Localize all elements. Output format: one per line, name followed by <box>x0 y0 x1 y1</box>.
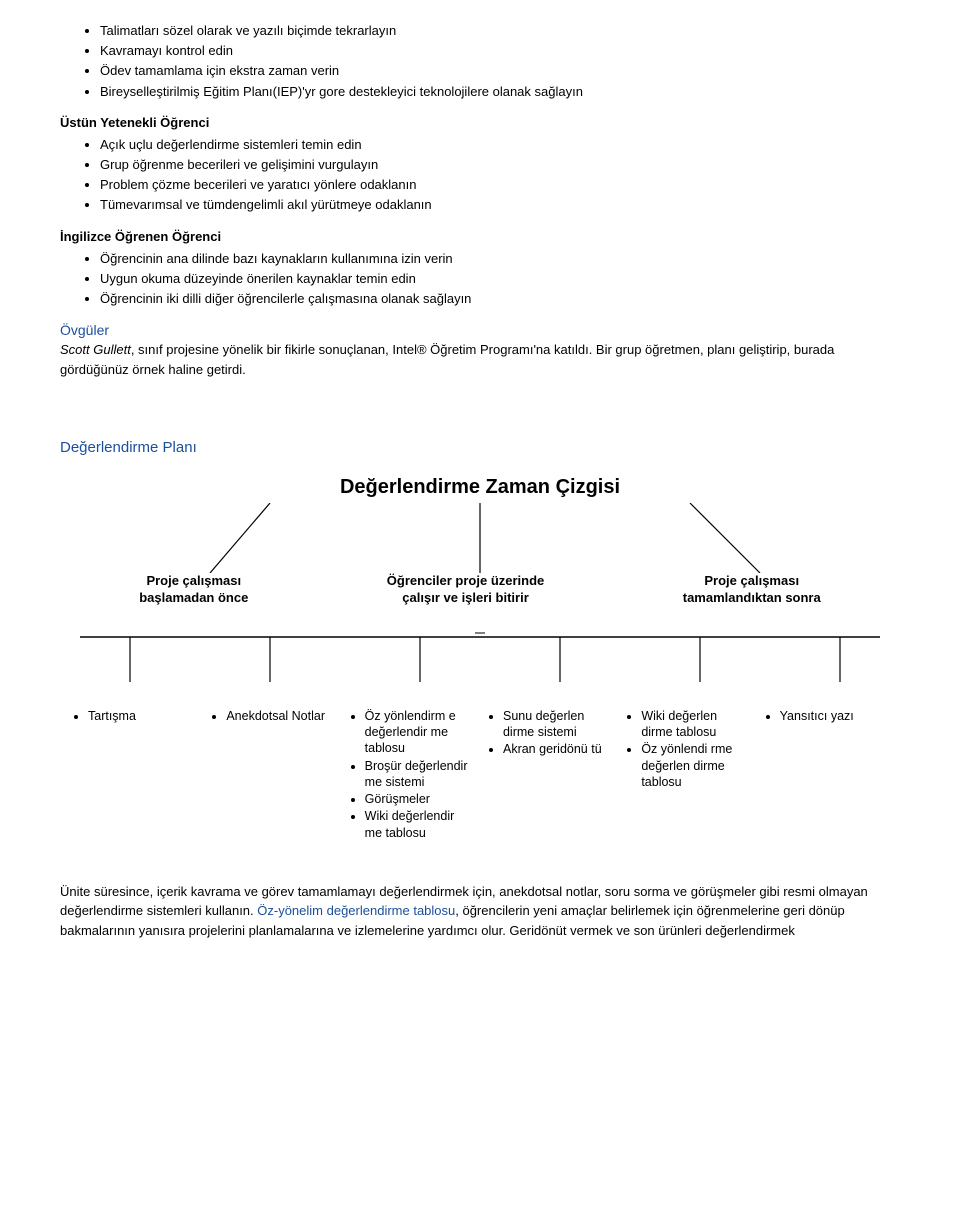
col-5: Wiki değerlen dirme tablosu Öz yönlendi … <box>623 707 751 842</box>
intro-list: Talimatları sözel olarak ve yazılı biçim… <box>60 22 900 101</box>
phase-during: Öğrenciler proje üzerinde çalışır ve işl… <box>387 573 545 607</box>
gifted-list: Açık uçlu değerlendirme sistemleri temin… <box>60 136 900 215</box>
list-item: Sunu değerlen dirme sistemi <box>503 708 613 741</box>
praise-text: , sınıf projesine yönelik bir fikirle so… <box>60 342 834 377</box>
heading-ell: İngilizce Öğrenen Öğrenci <box>60 229 900 244</box>
list-item: Kavramayı kontrol edin <box>100 42 900 60</box>
list-item: Wiki değerlen dirme tablosu <box>641 708 751 741</box>
col-2: Anekdotsal Notlar <box>208 707 336 842</box>
list-item: Grup öğrenme becerileri ve gelişimini vu… <box>100 156 900 174</box>
list-item: Problem çözme becerileri ve yaratıcı yön… <box>100 176 900 194</box>
heading-gifted: Üstün Yetenekli Öğrenci <box>60 115 900 130</box>
axis <box>70 627 890 697</box>
bottom-paragraph: Ünite süresince, içerik kavrama ve görev… <box>60 882 900 941</box>
list-item: Öz yönlendi rme değerlen dirme tablosu <box>641 741 751 790</box>
top-connectors <box>70 503 890 573</box>
phase-after: Proje çalışması tamamlandıktan sonra <box>683 573 821 607</box>
list-item: Tartışma <box>88 708 198 724</box>
list-item: Ödev tamamlama için ekstra zaman verin <box>100 62 900 80</box>
list-item: Bireyselleştirilmiş Eğitim Planı(IEP)'yr… <box>100 83 900 101</box>
list-item: Broşür değerlendir me sistemi <box>365 758 475 791</box>
list-item: Talimatları sözel olarak ve yazılı biçim… <box>100 22 900 40</box>
praise-body: Scott Gullett, sınıf projesine yönelik b… <box>60 340 900 379</box>
timeline-title: Değerlendirme Zaman Çizgisi <box>70 476 890 499</box>
list-item: Tümevarımsal ve tümdengelimli akıl yürüt… <box>100 196 900 214</box>
ell-list: Öğrencinin ana dilinde bazı kaynakların … <box>60 250 900 309</box>
timeline-diagram: Değerlendirme Zaman Çizgisi Proje çalışm… <box>70 476 890 842</box>
col-3: Öz yönlendirm e değerlendir me tablosu B… <box>347 707 475 842</box>
phase-before: Proje çalışması başlamadan önce <box>139 573 248 607</box>
list-item: Öğrencinin ana dilinde bazı kaynakların … <box>100 250 900 268</box>
list-item: Açık uçlu değerlendirme sistemleri temin… <box>100 136 900 154</box>
bottom-link[interactable]: Öz-yönelim değerlendirme tablosu <box>257 903 455 918</box>
list-item: Uygun okuma düzeyinde önerilen kaynaklar… <box>100 270 900 288</box>
list-item: Öz yönlendirm e değerlendir me tablosu <box>365 708 475 757</box>
col-1: Tartışma <box>70 707 198 842</box>
list-item: Wiki değerlendir me tablosu <box>365 808 475 841</box>
list-item: Görüşmeler <box>365 791 475 807</box>
list-item: Anekdotsal Notlar <box>226 708 336 724</box>
heading-plan: Değerlendirme Planı <box>60 439 900 456</box>
list-item: Öğrencinin iki dilli diğer öğrencilerle … <box>100 290 900 308</box>
praise-author: Scott Gullett <box>60 342 131 357</box>
col-4: Sunu değerlen dirme sistemi Akran geridö… <box>485 707 613 842</box>
list-item: Akran geridönü tü <box>503 741 613 757</box>
heading-praise: Övgüler <box>60 322 900 338</box>
list-item: Yansıtıcı yazı <box>780 708 890 724</box>
col-6: Yansıtıcı yazı <box>762 707 890 842</box>
